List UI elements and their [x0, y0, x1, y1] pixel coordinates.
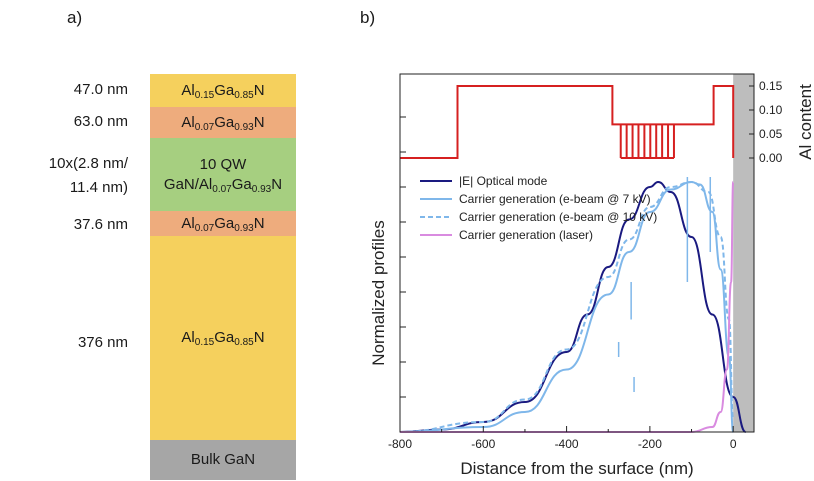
- layer-top-algan: Al0.15Ga0.85N: [150, 74, 296, 107]
- legend-label-2: Carrier generation (e-beam @ 10 kV): [459, 210, 657, 224]
- thickness-label-2: 63.0 nm: [73, 113, 128, 130]
- y2-tick-label: 0.15: [759, 79, 783, 93]
- legend-label-3: Carrier generation (laser): [459, 228, 593, 242]
- al-content-line: [400, 85, 735, 159]
- x-tick-label: -600: [471, 437, 495, 451]
- x-tick-label: -200: [638, 437, 662, 451]
- x-tick-label: 0: [730, 437, 737, 451]
- thickness-label-5: 376 nm: [77, 334, 128, 351]
- y-axis-label: Normalized profiles: [369, 220, 388, 366]
- surface-band: [733, 74, 754, 432]
- y2-axis-label: Al content: [796, 84, 814, 160]
- layer-bottom-algan: Al0.15Ga0.85N: [150, 236, 296, 440]
- series-line-2: [399, 180, 735, 433]
- layer-quantum-wells: 10 QW GaN/Al0.07Ga0.93N: [150, 138, 296, 211]
- thickness-label-4: 37.6 nm: [73, 216, 128, 233]
- legend-label-1: Carrier generation (e-beam @ 7 kV): [459, 192, 651, 206]
- layer-cladding-1: Al0.07Ga0.93N: [150, 107, 296, 138]
- layer-bulk-gan: Bulk GaN: [150, 440, 296, 480]
- legend-label-0: |E| Optical mode: [459, 174, 548, 188]
- y2-tick-label: 0.10: [759, 103, 783, 117]
- thickness-label-3a: 10x(2.8 nm/: [48, 155, 128, 172]
- plot-frame: [399, 73, 755, 433]
- x-tick-label: -800: [388, 437, 412, 451]
- layer-cladding-2: Al0.07Ga0.93N: [150, 211, 296, 236]
- panel-a-label: a): [67, 8, 83, 27]
- y2-tick-label: 0.05: [759, 127, 783, 141]
- x-axis-label: Distance from the surface (nm): [460, 459, 693, 478]
- panel-b-label: b): [360, 8, 376, 27]
- thickness-label-1: 47.0 nm: [73, 81, 128, 98]
- y2-tick-label: 0.00: [759, 151, 783, 165]
- thickness-label-3b: 11.4 nm): [69, 179, 128, 196]
- x-tick-label: -400: [555, 437, 579, 451]
